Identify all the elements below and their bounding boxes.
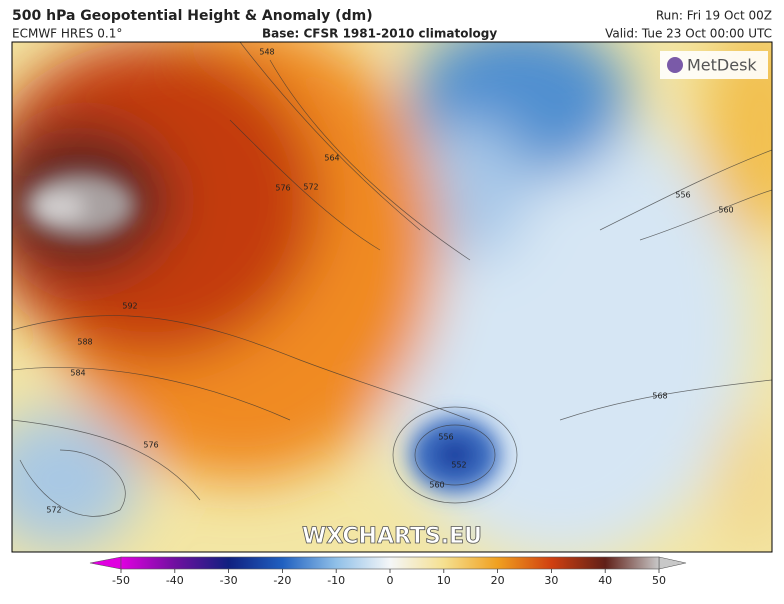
contour-label: 572	[303, 183, 318, 192]
map-title: 500 hPa Geopotential Height & Anomaly (d…	[12, 8, 373, 24]
contour-label: 560	[718, 206, 733, 215]
contour-label: 584	[70, 369, 85, 378]
colorbar-tick-label: -50	[112, 574, 130, 587]
watermark: WXCHARTS.EU	[302, 524, 482, 549]
valid-label: Valid: Tue 23 Oct 00:00 UTC	[605, 27, 772, 41]
run-label: Run: Fri 19 Oct 00Z	[656, 9, 772, 23]
contour-label: 588	[77, 338, 92, 347]
colorbar-tick-label: 50	[652, 574, 666, 587]
colorbar: -50 -40 -30 -20 -10 0 10 20 30 40 50	[89, 556, 687, 587]
colorbar-tick-label: 10	[437, 574, 451, 587]
contour-label: 568	[652, 392, 667, 401]
contour-label: 552	[451, 461, 466, 470]
contour-label: 560	[429, 481, 444, 490]
colorbar-tick-label: 30	[544, 574, 558, 587]
map-field	[12, 42, 772, 552]
map-frame	[11, 41, 773, 553]
colorbar-tick-label: 20	[491, 574, 505, 587]
contour-label: 556	[675, 191, 690, 200]
colorbar-tick-label: -30	[220, 574, 238, 587]
contour-label: 572	[46, 506, 61, 515]
colorbar-tick-label: -40	[166, 574, 184, 587]
logo: MetDesk	[687, 56, 757, 75]
base-label: Base: CFSR 1981-2010 climatology	[262, 27, 497, 41]
contour-label: 548	[259, 48, 274, 57]
contour-label: 576	[143, 441, 158, 450]
colorbar-tick-label: -20	[273, 574, 291, 587]
contour-label: 592	[122, 302, 137, 311]
colorbar-tick-label: 0	[387, 574, 394, 587]
contour-label: 576	[275, 184, 290, 193]
model-label: ECMWF HRES 0.1°	[12, 27, 122, 41]
colorbar-tick-label: 40	[598, 574, 612, 587]
logo-icon	[667, 57, 683, 73]
contour-label: 564	[324, 154, 339, 163]
colorbar-tick-label: -10	[327, 574, 345, 587]
contour-label: 556	[438, 433, 453, 442]
